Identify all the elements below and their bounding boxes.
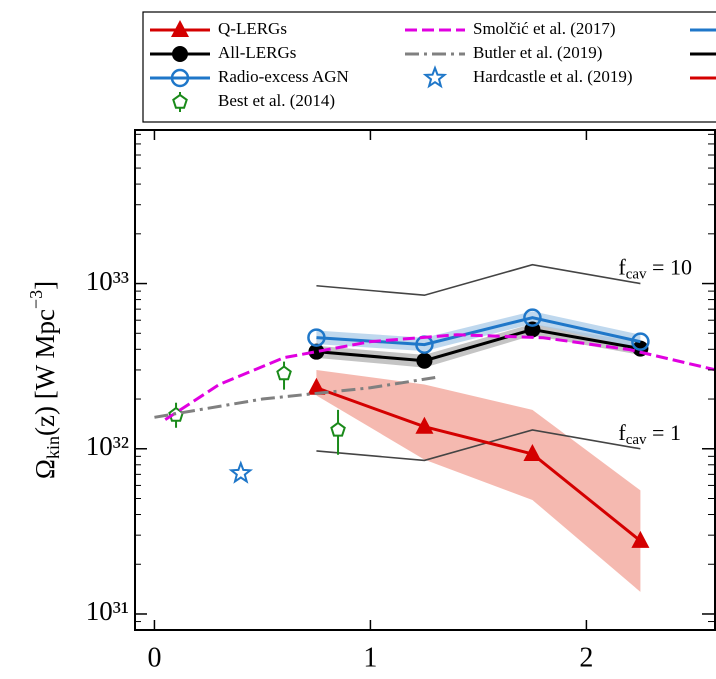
legend-label: All-LERGs	[218, 43, 296, 62]
label-part: (z) [W Mpc	[30, 309, 60, 436]
marker	[631, 332, 650, 351]
series-line	[316, 327, 641, 363]
y-tick-label: 10³¹	[86, 596, 129, 626]
plot-frame	[134, 129, 716, 631]
marker	[631, 530, 650, 548]
legend-label: Hardcastle et al. (2019)	[473, 67, 633, 86]
marker	[415, 416, 434, 434]
label-part: cav	[626, 267, 647, 283]
reference-line	[316, 263, 641, 297]
marker	[307, 328, 326, 347]
marker	[330, 421, 346, 437]
label-part: = 1	[647, 420, 681, 445]
marker	[523, 308, 542, 327]
label-part: ]	[30, 281, 60, 290]
label-part: cav	[626, 432, 647, 448]
label-part: kin	[43, 436, 63, 459]
legend-label: Q-LERGs	[218, 19, 287, 38]
x-tick-label: 2	[579, 642, 593, 673]
marker	[276, 365, 292, 381]
series-line	[315, 386, 642, 543]
marker	[307, 377, 326, 395]
legend-label: Radio-excess AGN	[218, 67, 349, 86]
legend-label: Best et al. (2014)	[218, 91, 335, 110]
x-tick-label: 1	[363, 642, 377, 673]
y-axis-label: Ωkin(z) [W Mpc−3]	[26, 281, 63, 479]
series-line	[164, 333, 716, 421]
legend-marker	[172, 46, 188, 62]
marker	[228, 460, 254, 484]
x-tick-label: 0	[147, 642, 161, 673]
reference-line	[316, 429, 641, 462]
legend-marker	[170, 68, 190, 88]
label-part: = 10	[647, 255, 692, 280]
y-tick-label: 10³³	[86, 266, 129, 296]
label-part: −3	[26, 290, 46, 309]
legend-marker	[172, 93, 188, 109]
range-band	[316, 369, 641, 592]
marker	[308, 343, 325, 360]
legend-label: Smolčić et al. (2017)	[473, 19, 616, 38]
marker	[523, 443, 542, 461]
legend-marker	[171, 20, 189, 37]
reference-label: fcav = 10	[618, 255, 692, 283]
legend-label: Butler et al. (2019)	[473, 43, 602, 62]
marker	[416, 352, 433, 369]
series-line	[154, 376, 436, 419]
label-part: f	[618, 420, 626, 445]
label-part: Ω	[30, 459, 60, 479]
label-part: f	[618, 255, 626, 280]
y-tick-label: 10³²	[86, 431, 129, 461]
reference-label: fcav = 1	[618, 420, 681, 448]
legend-marker	[422, 65, 448, 89]
